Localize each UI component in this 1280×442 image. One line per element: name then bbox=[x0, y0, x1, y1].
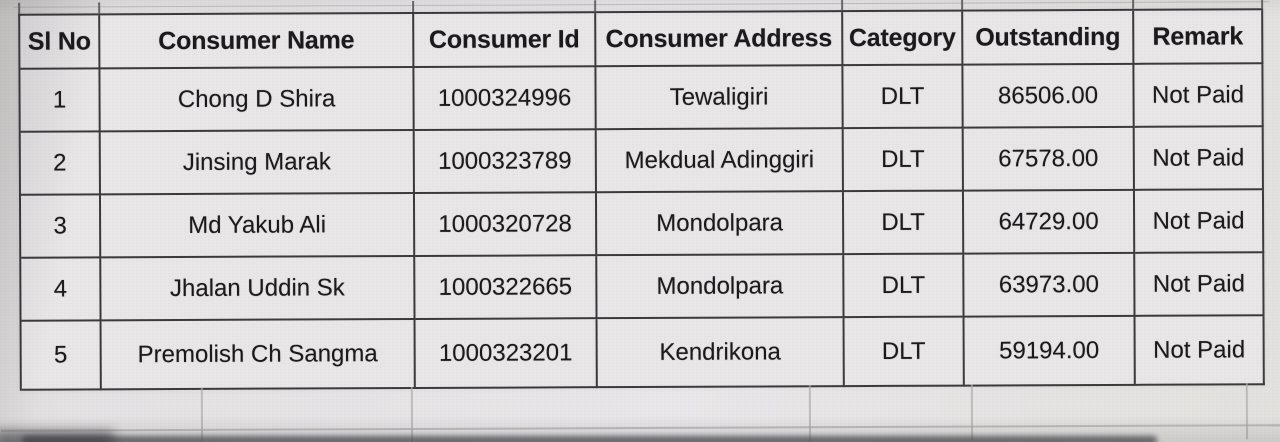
cell-consumer-address: Mondolpara bbox=[597, 255, 845, 320]
gridline-below-table bbox=[808, 385, 812, 442]
cell-category: DLT bbox=[843, 128, 964, 193]
gridline-stub bbox=[594, 0, 597, 12]
cell-sl-no: 4 bbox=[21, 258, 102, 322]
cell-consumer-id: 1000320728 bbox=[414, 193, 598, 257]
gridline-above-table bbox=[13, 1, 1270, 8]
header-outstanding: Outstanding bbox=[963, 10, 1135, 66]
cell-outstanding: 63973.00 bbox=[964, 253, 1136, 318]
table-row: 5 Premolish Ch Sangma 1000323201 Kendrik… bbox=[21, 316, 1265, 391]
gridline-stub bbox=[961, 0, 964, 10]
table-row: 3 Md Yakub Ali 1000320728 Mondolpara DLT… bbox=[20, 190, 1265, 259]
gridline-stub bbox=[18, 2, 21, 14]
gridline-stub bbox=[412, 0, 415, 12]
cell-category: DLT bbox=[843, 191, 965, 256]
header-remark: Remark bbox=[1134, 10, 1264, 65]
gridline-stub bbox=[841, 0, 844, 11]
gridline-below-table bbox=[200, 387, 204, 442]
gridline-below-table bbox=[410, 386, 414, 442]
table-header-row: Sl No Consumer Name Consumer Id Consumer… bbox=[20, 10, 1264, 70]
cell-remark: Not Paid bbox=[1134, 190, 1265, 254]
cell-consumer-name: Premolish Ch Sangma bbox=[101, 319, 416, 391]
gridline-stub bbox=[1132, 0, 1135, 9]
table-row: 2 Jinsing Marak 1000323789 Mekdual Ading… bbox=[20, 127, 1264, 196]
cell-outstanding: 67578.00 bbox=[963, 127, 1135, 192]
cell-consumer-name: Jhalan Uddin Sk bbox=[101, 256, 416, 322]
cell-consumer-address: Kendrikona bbox=[597, 318, 845, 389]
gridline-below-table bbox=[0, 424, 1280, 432]
cell-remark: Not Paid bbox=[1134, 64, 1264, 128]
cell-outstanding: 86506.00 bbox=[963, 64, 1135, 129]
cell-consumer-address: Mondolpara bbox=[596, 192, 845, 257]
cell-consumer-id: 1000323201 bbox=[415, 319, 598, 389]
header-category: Category bbox=[843, 11, 964, 67]
table-row: 1 Chong D Shira 1000324996 Tewaligiri DL… bbox=[20, 64, 1264, 133]
cell-consumer-address: Tewaligiri bbox=[596, 66, 844, 131]
cell-consumer-name: Chong D Shira bbox=[100, 67, 415, 133]
consumer-outstanding-table: Sl No Consumer Name Consumer Id Consumer… bbox=[18, 8, 1265, 391]
header-consumer-id: Consumer Id bbox=[414, 13, 597, 68]
header-consumer-address: Consumer Address bbox=[596, 12, 844, 68]
cell-consumer-name: Jinsing Marak bbox=[100, 130, 415, 196]
cell-consumer-address: Mekdual Adinggiri bbox=[596, 129, 844, 194]
cell-remark: Not Paid bbox=[1135, 253, 1265, 317]
header-sl-no: Sl No bbox=[20, 15, 101, 70]
gridline-below-table bbox=[1245, 383, 1249, 440]
cell-sl-no: 2 bbox=[20, 132, 101, 196]
gridline-below-table bbox=[970, 384, 974, 441]
cell-category: DLT bbox=[844, 317, 965, 388]
cell-outstanding: 59194.00 bbox=[964, 316, 1136, 387]
cell-category: DLT bbox=[843, 65, 964, 130]
cell-category: DLT bbox=[844, 254, 965, 319]
gridline-stub bbox=[1261, 0, 1264, 9]
cell-consumer-id: 1000323789 bbox=[414, 130, 597, 194]
cell-sl-no: 3 bbox=[20, 195, 102, 259]
cell-consumer-id: 1000322665 bbox=[415, 256, 598, 320]
header-consumer-name: Consumer Name bbox=[100, 13, 415, 70]
table-row: 4 Jhalan Uddin Sk 1000322665 Mondolpara … bbox=[21, 253, 1265, 322]
cell-outstanding: 64729.00 bbox=[963, 190, 1136, 255]
cell-remark: Not Paid bbox=[1135, 316, 1265, 386]
cell-consumer-name: Md Yakub Ali bbox=[100, 193, 416, 259]
cell-sl-no: 1 bbox=[20, 69, 101, 133]
cell-consumer-id: 1000324996 bbox=[414, 67, 597, 131]
cell-sl-no: 5 bbox=[21, 321, 102, 391]
gridline-stub bbox=[98, 2, 101, 14]
cell-remark: Not Paid bbox=[1134, 127, 1264, 191]
